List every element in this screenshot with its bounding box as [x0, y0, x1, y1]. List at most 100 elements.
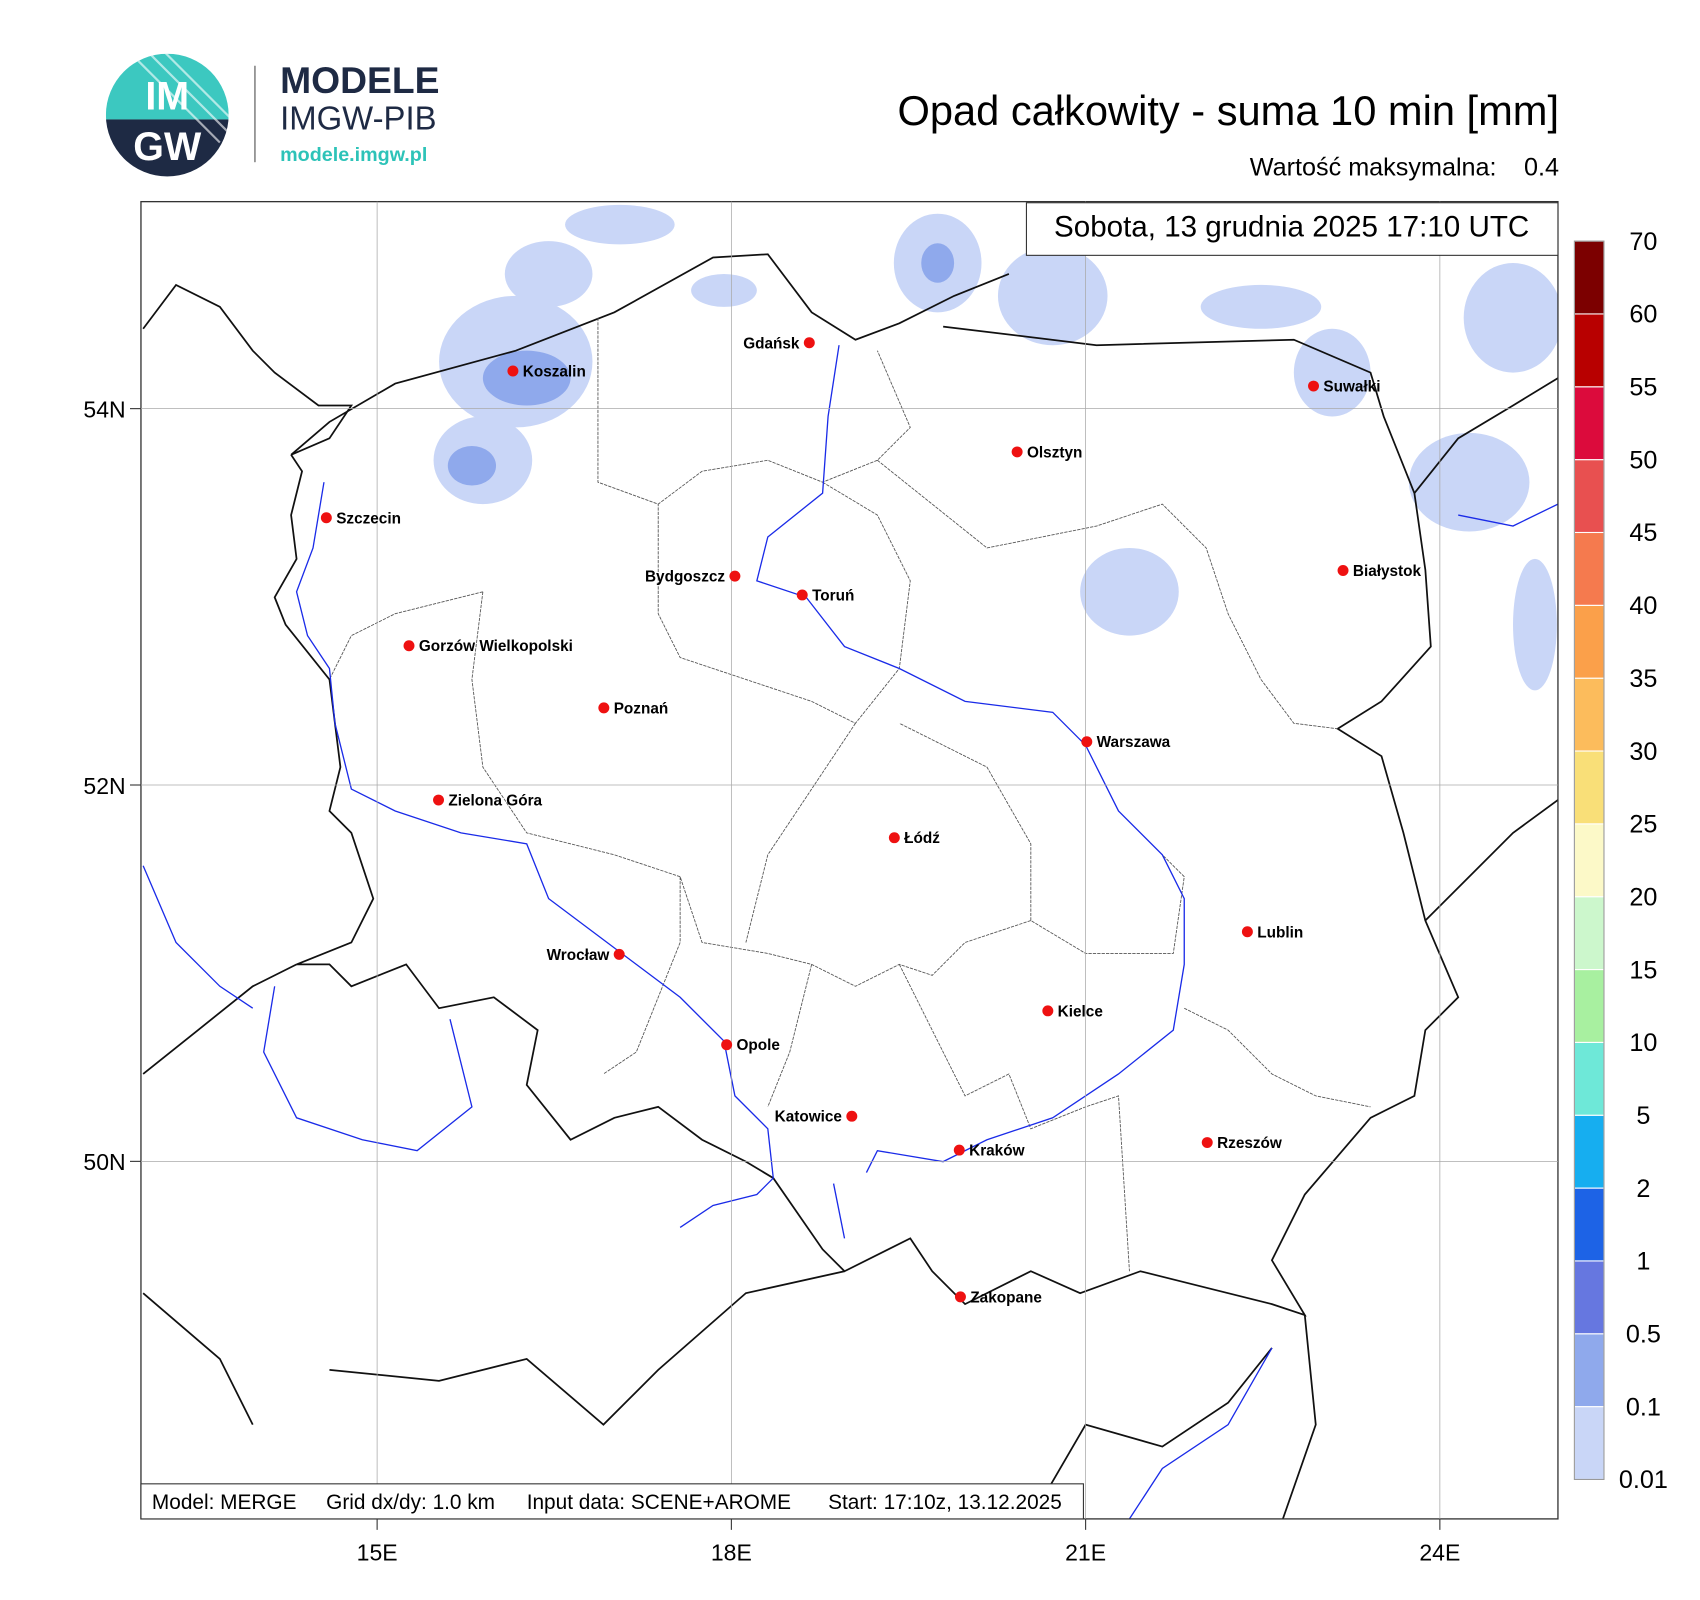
- city-dot: [954, 1291, 966, 1303]
- y-tick-label: 54N: [83, 396, 125, 422]
- city-label: Warszawa: [1097, 734, 1171, 751]
- city-dot: [1042, 1005, 1054, 1017]
- colorbar-label: 15: [1629, 956, 1657, 984]
- logo-text: IM: [145, 75, 189, 119]
- brand: MODELE: [280, 59, 439, 101]
- city-label: Poznań: [614, 700, 669, 717]
- logo: IM GW MODELE IMGW-PIB modele.imgw.pl: [105, 53, 439, 177]
- x-tick-label: 15E: [357, 1540, 398, 1566]
- x-tick-label: 21E: [1065, 1540, 1106, 1566]
- colorbar-label: 55: [1629, 374, 1657, 402]
- cities: Koszalin Gdańsk Suwałki Olsztyn Szczecin Bydg…: [320, 335, 1422, 1306]
- chart-title: Opad całkowity - suma 10 min [mm]: [897, 87, 1559, 134]
- city-label: Zakopane: [970, 1289, 1042, 1306]
- city-dot: [1337, 564, 1349, 576]
- map-layers: [142, 204, 1558, 1519]
- colorbar-box: [1573, 531, 1605, 606]
- colorbar-box: [1573, 896, 1605, 971]
- city-label: Zielona Góra: [448, 793, 542, 810]
- colorbar-label: 25: [1629, 811, 1657, 839]
- colorbar-label: 10: [1629, 1029, 1657, 1057]
- colorbar-label: 70: [1629, 228, 1657, 256]
- footer-text: Input data: SCENE+AROME: [527, 1491, 791, 1514]
- footer-text: Model: MERGE: [152, 1491, 297, 1514]
- city-label: Bydgoszcz: [645, 569, 725, 586]
- url: modele.imgw.pl: [280, 144, 427, 166]
- city-label: Gorzów Wielkopolski: [419, 638, 573, 655]
- max-value: 0.4: [1524, 153, 1559, 181]
- colorbar-box: [1573, 677, 1605, 752]
- city-dot: [1241, 926, 1253, 938]
- colorbar-box: [1573, 968, 1605, 1043]
- y-tick-label: 50N: [83, 1149, 125, 1175]
- colorbar-label: 50: [1629, 446, 1657, 474]
- city-dot: [803, 337, 815, 349]
- city-dot: [888, 832, 900, 844]
- y-tick-label: 52N: [83, 773, 125, 799]
- colorbar-label: 20: [1629, 883, 1657, 911]
- city-dot: [1308, 380, 1319, 392]
- city-dot: [953, 1144, 965, 1156]
- colorbar-box: [1573, 459, 1605, 534]
- city-dot: [1081, 736, 1093, 748]
- colorbar-label: 40: [1629, 592, 1657, 620]
- colorbar-label: 30: [1629, 738, 1657, 766]
- city-dot: [1201, 1137, 1213, 1149]
- city-label: Toruń: [812, 587, 854, 604]
- footer-text: Start: 17:10z, 13.12.2025: [828, 1491, 1062, 1514]
- city-label: Opole: [737, 1037, 780, 1054]
- city-label: Olsztyn: [1027, 444, 1082, 461]
- colorbar-box: [1573, 313, 1605, 388]
- city-dot: [846, 1110, 858, 1122]
- colorbar-box: [1573, 750, 1605, 825]
- city-label: Koszalin: [523, 363, 586, 380]
- max-label: Wartość maksymalna:: [1250, 153, 1497, 181]
- city-label: Kraków: [969, 1143, 1024, 1160]
- precipitation: [433, 204, 1558, 691]
- colorbar-label: 0.1: [1626, 1393, 1661, 1421]
- colorbar-box: [1573, 1114, 1605, 1189]
- colorbar-label: 35: [1629, 665, 1657, 693]
- valid-time: Sobota, 13 grudnia 2025 17:10 UTC: [1054, 211, 1529, 244]
- x-tick-label: 24E: [1419, 1540, 1460, 1566]
- city-dot: [796, 589, 808, 601]
- colorbar-label: 45: [1629, 519, 1657, 547]
- colorbar-box: [1573, 1260, 1605, 1335]
- city-label: Rzeszów: [1217, 1135, 1282, 1152]
- city-label: Wrocław: [547, 947, 610, 964]
- city-label: Katowice: [775, 1109, 842, 1126]
- map: 15E 18E 21E 24E 50N 52N 54N Koszalin Gdańsk Suwa…: [83, 200, 1559, 1566]
- city-label: Kielce: [1058, 1003, 1103, 1020]
- colorbar-box: [1573, 1406, 1605, 1481]
- city-dot: [613, 948, 625, 960]
- colorbar-box: [1573, 240, 1605, 315]
- city-dot: [403, 640, 415, 652]
- colorbar-box: [1573, 604, 1605, 679]
- colorbar-label: 0.5: [1626, 1321, 1661, 1349]
- x-tick-label: 18E: [711, 1540, 752, 1566]
- city-label: Łódź: [904, 830, 940, 847]
- city-dot: [598, 702, 610, 714]
- colorbar-label: 2: [1636, 1175, 1650, 1203]
- city-label: Białystok: [1353, 563, 1422, 580]
- city-dot: [507, 365, 519, 377]
- city-label: Lublin: [1257, 924, 1303, 941]
- grid: 15E 18E 21E 24E 50N 52N 54N: [83, 201, 1558, 1566]
- colorbar-label: 1: [1636, 1248, 1650, 1276]
- colorbar-label: 5: [1636, 1102, 1650, 1130]
- city-dot: [729, 570, 741, 582]
- footer-box: [140, 1483, 1084, 1520]
- colorbar-box: [1573, 823, 1605, 898]
- colorbar-label: 60: [1629, 301, 1657, 329]
- city-dot: [721, 1039, 733, 1051]
- colorbar-label: 0.01: [1619, 1466, 1668, 1494]
- city-label: Suwałki: [1323, 379, 1380, 396]
- time-box: [1025, 202, 1559, 256]
- colorbar-frame: [1573, 240, 1605, 1480]
- org: IMGW-PIB: [280, 99, 436, 136]
- city-label: Szczecin: [336, 510, 401, 527]
- footer-text: Grid dx/dy: 1.0 km: [326, 1491, 495, 1514]
- colorbar-box: [1573, 1333, 1605, 1408]
